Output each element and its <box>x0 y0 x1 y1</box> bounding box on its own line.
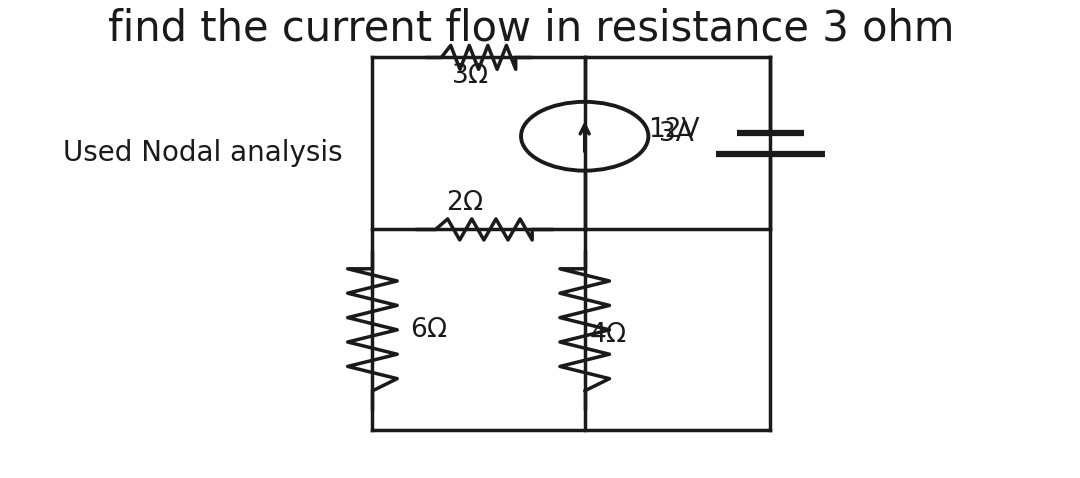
Text: 3$\Omega$: 3$\Omega$ <box>450 63 488 89</box>
Text: 6$\Omega$: 6$\Omega$ <box>409 317 447 343</box>
Text: 12V: 12V <box>648 118 700 143</box>
Text: Used Nodal analysis: Used Nodal analysis <box>63 139 342 167</box>
Text: 4$\Omega$: 4$\Omega$ <box>589 322 627 348</box>
Text: 3A: 3A <box>659 121 693 147</box>
Text: 2$\Omega$: 2$\Omega$ <box>446 190 484 216</box>
Text: find the current flow in resistance 3 ohm: find the current flow in resistance 3 oh… <box>108 7 955 49</box>
